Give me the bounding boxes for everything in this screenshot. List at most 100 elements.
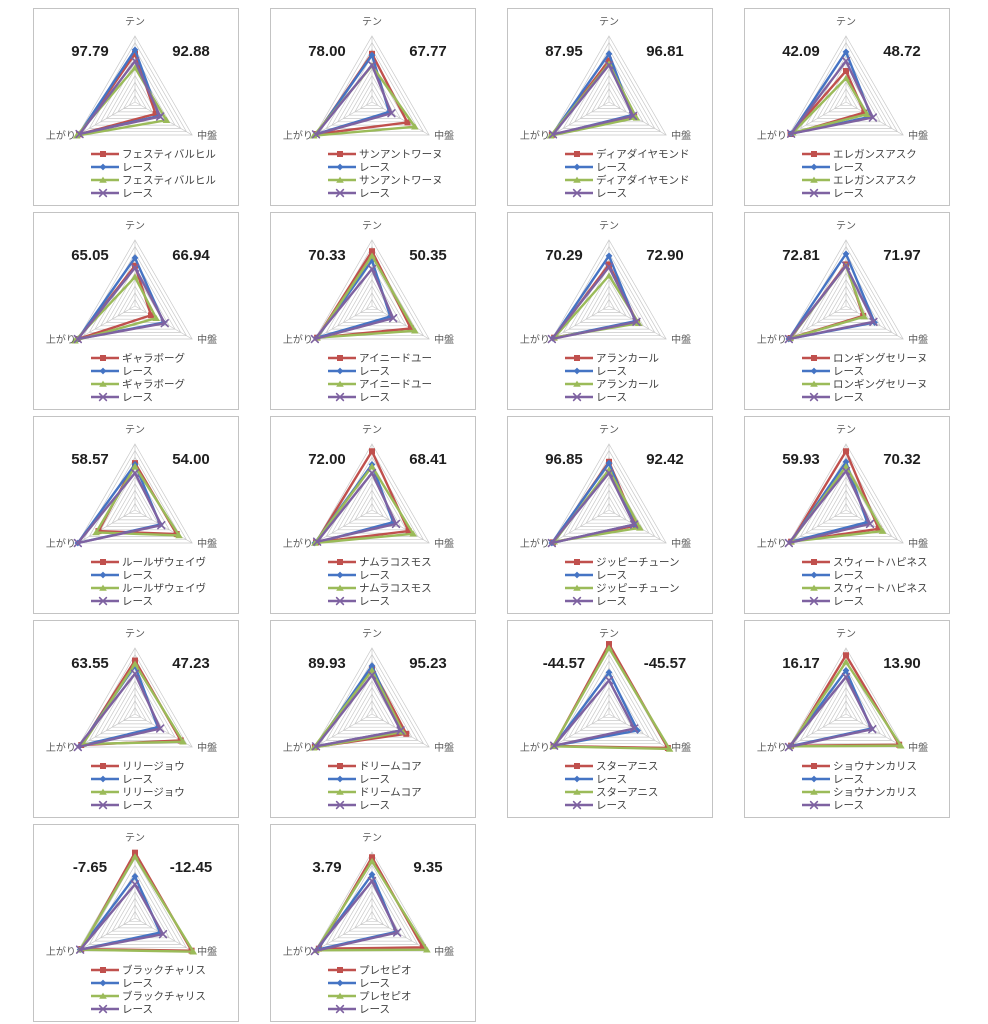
series-marker-triangle bbox=[573, 380, 581, 387]
series-marker-diamond bbox=[99, 775, 107, 783]
series-marker-x bbox=[841, 261, 851, 270]
series-line-green bbox=[313, 465, 415, 545]
axis-label-left: 上がり bbox=[757, 333, 787, 346]
legend-entry-label: ブラックチャリス bbox=[122, 990, 206, 1003]
axis-label-top: テン bbox=[599, 221, 619, 232]
axis-label-top: テン bbox=[836, 425, 856, 436]
series-marker-diamond bbox=[842, 250, 850, 258]
axis-label-right: 中盤 bbox=[197, 945, 217, 958]
axis-label-left: 上がり bbox=[46, 741, 76, 754]
series-marker-triangle bbox=[368, 252, 376, 259]
legend-entry-label: スターアニス bbox=[596, 761, 658, 773]
legend-entry-label: レース bbox=[596, 392, 627, 404]
axis-label-top: テン bbox=[362, 17, 382, 28]
axis-label-left: 上がり bbox=[46, 537, 76, 550]
series-marker-x bbox=[809, 188, 819, 198]
radar-chart-panel-11: テン 中盤 上がり 96.85 92.42 ジッピーチューン レース ジッピーチューン レース bbox=[507, 416, 713, 614]
series-marker-triangle bbox=[99, 788, 107, 795]
axis-label-top: テン bbox=[836, 17, 856, 28]
right-value-label: 92.42 bbox=[646, 451, 684, 468]
left-value-label: 59.93 bbox=[782, 451, 820, 468]
series-marker-triangle bbox=[573, 788, 581, 795]
axis-label-left: 上がり bbox=[520, 741, 550, 754]
series-marker-diamond bbox=[336, 571, 344, 579]
legend-entry-label: レース bbox=[122, 392, 153, 404]
legend-entry-label: アランカール bbox=[596, 353, 659, 365]
legend-entry-label: サンアントワーヌ bbox=[359, 149, 443, 161]
legend-entry-label: レース bbox=[596, 800, 627, 812]
series-marker-diamond bbox=[99, 367, 107, 375]
series-marker-diamond bbox=[810, 775, 818, 783]
axis-label-left: 上がり bbox=[520, 537, 550, 550]
legend-entry-label: レース bbox=[359, 1004, 390, 1016]
series-marker-x bbox=[367, 670, 377, 680]
radar-chart-panel-2: テン 中盤 上がり 78.00 67.77 サンアントワーヌ レース サンアントワーヌ レース bbox=[270, 8, 476, 206]
legend-entry-label: レース bbox=[833, 596, 864, 608]
radar-gridlines bbox=[314, 647, 430, 748]
radar-chart-panel-14: テン 中盤 上がり 89.93 95.23 ドリームコア レース ドリームコア レース bbox=[270, 620, 476, 818]
legend-entry-label: レース bbox=[833, 774, 864, 786]
series-marker-diamond bbox=[605, 459, 613, 467]
series-marker-square bbox=[574, 559, 580, 565]
series-marker-square bbox=[369, 448, 375, 455]
series-line-green bbox=[73, 275, 158, 342]
axis-label-right: 中盤 bbox=[908, 741, 928, 754]
series-marker-x bbox=[75, 945, 85, 954]
series-marker-diamond bbox=[810, 163, 818, 171]
series-marker-x bbox=[367, 264, 377, 274]
legend-entry-label: レース bbox=[122, 162, 153, 174]
axis-label-right: 中盤 bbox=[197, 333, 217, 346]
series-marker-x bbox=[632, 317, 641, 327]
radar-chart-panel-12: テン 中盤 上がり 59.93 70.32 スウィートハピネス レース スウィートハピネス レー… bbox=[744, 416, 950, 614]
series-line-green bbox=[314, 860, 429, 952]
left-value-label: -7.65 bbox=[73, 859, 107, 876]
radar-chart-panel-4: テン 中盤 上がり 42.09 48.72 エレガンスアスク レース エレガンスアスク レース bbox=[744, 8, 950, 206]
radar-chart-panel-6: テン 中盤 上がり 70.33 50.35 アイニードユー レース アイニードユー レース bbox=[270, 212, 476, 410]
series-marker-diamond bbox=[368, 871, 376, 878]
series-line-purple bbox=[315, 471, 398, 543]
axis-label-left: 上がり bbox=[520, 333, 550, 346]
left-value-label: 42.09 bbox=[782, 43, 820, 60]
series-line-green bbox=[315, 254, 417, 339]
radar-chart-panel-1: テン 中盤 上がり 97.79 92.88 フェスティバルヒル レース フェスティバルヒル レー… bbox=[33, 8, 239, 206]
legend-entry-label: レース bbox=[833, 570, 864, 582]
series-marker-x bbox=[98, 596, 108, 606]
radar-chart-panel-15: テン 中盤 上がり -44.57 -45.57 スターアニス レース スターアニス レース bbox=[507, 620, 713, 818]
axis-label-right: 中盤 bbox=[197, 537, 217, 550]
series-marker-square bbox=[861, 109, 868, 116]
series-marker-x bbox=[98, 188, 108, 198]
series-marker-square bbox=[369, 248, 375, 255]
axis-label-right: 中盤 bbox=[671, 741, 691, 754]
series-marker-triangle bbox=[309, 744, 318, 751]
axis-label-left: 上がり bbox=[283, 333, 313, 346]
series-marker-x bbox=[549, 741, 559, 750]
legend-entry-label: リリージョウ bbox=[122, 787, 185, 799]
legend-entry-label: レース bbox=[359, 392, 390, 404]
series-line-purple bbox=[789, 59, 875, 135]
series-marker-triangle bbox=[842, 463, 850, 470]
series-marker-diamond bbox=[605, 252, 613, 260]
left-value-label: 97.79 bbox=[71, 43, 109, 60]
series-marker-x bbox=[869, 317, 878, 327]
radar-chart-panel-7: テン 中盤 上がり 70.29 72.90 アランカール レース アランカール レース bbox=[507, 212, 713, 410]
legend-entry-label: レース bbox=[833, 162, 864, 174]
axis-label-right: 中盤 bbox=[434, 741, 454, 754]
series-marker-diamond bbox=[336, 367, 344, 375]
left-value-label: 96.85 bbox=[545, 451, 583, 468]
series-marker-x bbox=[335, 392, 345, 402]
left-value-label: 72.00 bbox=[308, 451, 346, 468]
series-marker-x bbox=[629, 520, 639, 529]
series-marker-triangle bbox=[131, 463, 139, 470]
series-marker-triangle bbox=[179, 738, 187, 745]
legend-entry-label: レース bbox=[833, 392, 864, 404]
series-marker-triangle bbox=[336, 380, 344, 387]
